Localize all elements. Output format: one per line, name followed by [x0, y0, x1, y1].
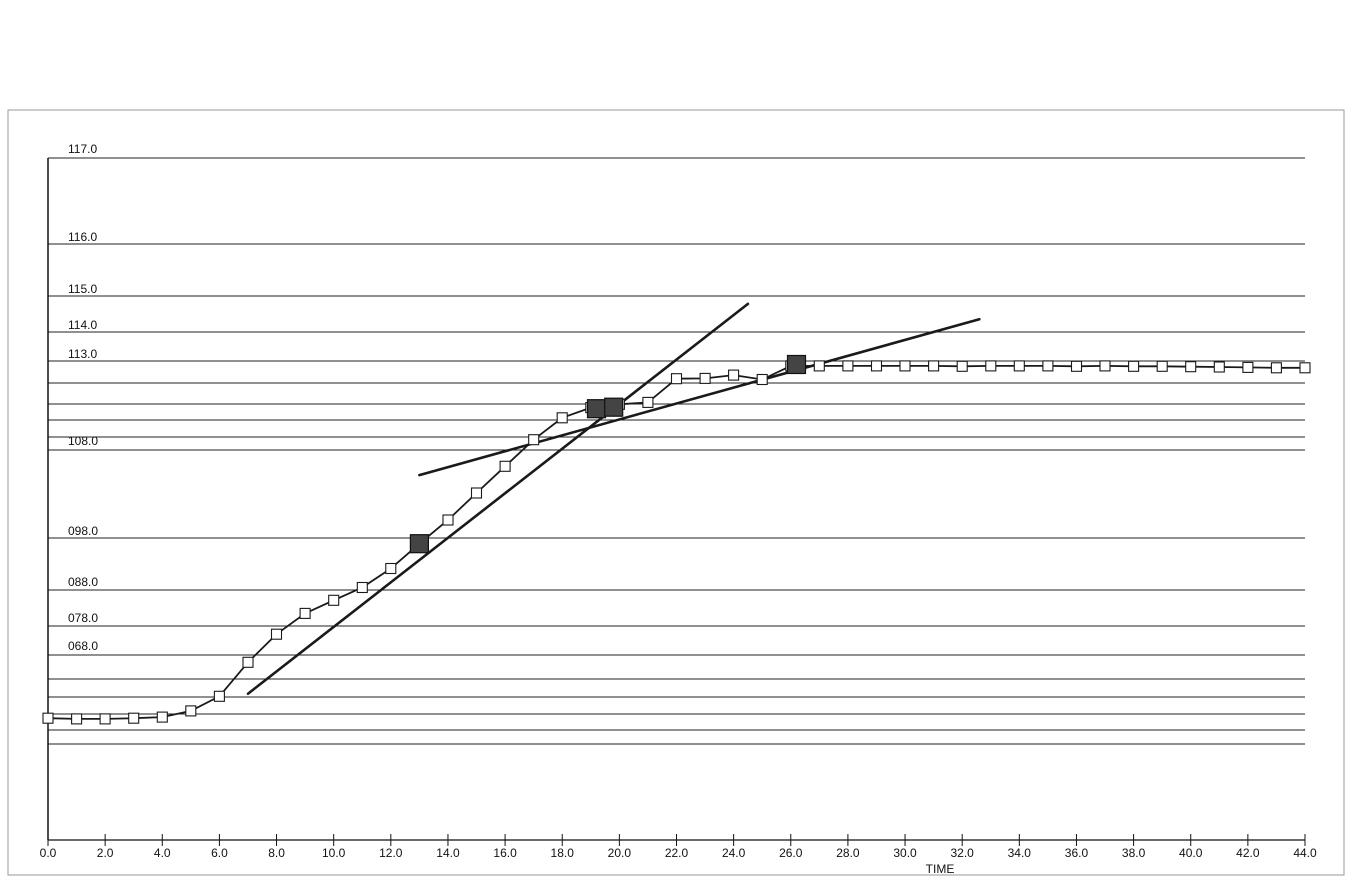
- data-point: [1185, 361, 1197, 373]
- data-point: [242, 656, 254, 668]
- highlight-point: [409, 534, 429, 554]
- x-tick-label: 8.0: [268, 846, 285, 860]
- data-point: [813, 360, 825, 372]
- data-point: [1042, 360, 1054, 372]
- data-point: [928, 360, 940, 372]
- data-point: [213, 690, 225, 702]
- data-point: [356, 581, 368, 594]
- data-point: [642, 396, 654, 408]
- y-tick-label: 113.0: [68, 347, 97, 361]
- data-point: [1013, 360, 1025, 372]
- x-tick-label: 30.0: [893, 846, 917, 860]
- x-tick-label: 38.0: [1122, 846, 1146, 860]
- data-point: [1242, 361, 1254, 373]
- data-point: [71, 713, 83, 725]
- x-axis-title: TIME: [926, 862, 955, 876]
- tangent-line-1: [418, 317, 981, 477]
- data-point: [899, 360, 911, 372]
- y-tick-label: 088.0: [68, 575, 98, 589]
- data-point: [556, 412, 568, 424]
- data-point: [156, 711, 168, 723]
- x-tick-label: 44.0: [1293, 846, 1317, 860]
- x-tick-label: 24.0: [722, 846, 746, 860]
- plot-frame: [7, 109, 1345, 876]
- series-line: [47, 364, 1305, 720]
- y-tick-labels: 117.0 116.0 115.0 114.0 113.0 108.0 098.0 088.0…: [68, 142, 98, 653]
- tangent-line-0: [246, 302, 750, 696]
- x-tick-label: 22.0: [665, 846, 689, 860]
- data-point: [1128, 360, 1140, 372]
- data-point: [985, 360, 997, 372]
- data-point: [1099, 360, 1111, 372]
- y-tick-label: 108.0: [68, 434, 98, 448]
- x-tick-label: 14.0: [436, 846, 460, 860]
- data-point: [699, 372, 711, 384]
- x-tick-label: 28.0: [836, 846, 860, 860]
- data-point: [670, 373, 683, 385]
- x-tick-label: 2.0: [97, 846, 114, 860]
- x-tick-label: 34.0: [1008, 846, 1032, 860]
- data-point: [756, 373, 768, 386]
- highlight-points: [409, 354, 807, 554]
- data-point: [842, 360, 854, 372]
- data-point: [42, 712, 54, 724]
- data-point: [128, 712, 140, 724]
- x-tick-label: 20.0: [608, 846, 632, 860]
- data-point: [442, 514, 454, 526]
- x-tick-label: 26.0: [779, 846, 803, 860]
- x-tick-label: 12.0: [379, 846, 403, 860]
- data-point: [956, 360, 968, 372]
- data-point: [870, 360, 883, 372]
- grid-lines: [48, 157, 1305, 745]
- x-ticks: 0.0 2.0 4.0 6.0 8.0 10.0 12.0 14.0 16.0 18.0 20.0 2…: [40, 834, 1317, 860]
- data-point: [99, 713, 111, 725]
- y-tick-label: 115.0: [68, 282, 97, 296]
- tangent-lines: [246, 302, 981, 696]
- x-tick-label: 32.0: [951, 846, 975, 860]
- data-point: [270, 628, 283, 640]
- y-tick-label: 098.0: [68, 524, 98, 538]
- data-point: [328, 594, 340, 606]
- data-point: [299, 607, 311, 619]
- data-point: [1213, 361, 1225, 373]
- y-tick-label: 068.0: [68, 639, 98, 653]
- x-tick-label: 0.0: [40, 846, 57, 860]
- data-point: [1299, 362, 1311, 374]
- data-point: [1156, 360, 1168, 372]
- data-point: [528, 434, 540, 446]
- series-group: [42, 360, 1311, 725]
- data-point: [728, 369, 740, 381]
- x-tick-label: 16.0: [493, 846, 517, 860]
- x-tick-label: 10.0: [322, 846, 346, 860]
- data-point: [185, 705, 197, 717]
- data-point: [1070, 360, 1083, 372]
- y-tick-label: 114.0: [68, 318, 97, 332]
- data-point: [1270, 362, 1282, 374]
- y-tick-label: 078.0: [68, 611, 98, 625]
- data-point: [499, 460, 511, 472]
- x-tick-label: 36.0: [1065, 846, 1089, 860]
- x-tick-label: 40.0: [1179, 846, 1203, 860]
- x-tick-label: 4.0: [154, 846, 171, 860]
- highlight-point: [586, 399, 607, 419]
- data-point: [385, 562, 397, 575]
- x-tick-label: 6.0: [211, 846, 228, 860]
- highlight-point: [786, 354, 807, 375]
- highlight-point: [604, 397, 624, 417]
- data-point: [470, 487, 483, 499]
- x-tick-label: 42.0: [1236, 846, 1260, 860]
- y-tick-label: 116.0: [68, 230, 97, 244]
- x-tick-label: 18.0: [551, 846, 575, 860]
- y-tick-label: 117.0: [68, 142, 97, 156]
